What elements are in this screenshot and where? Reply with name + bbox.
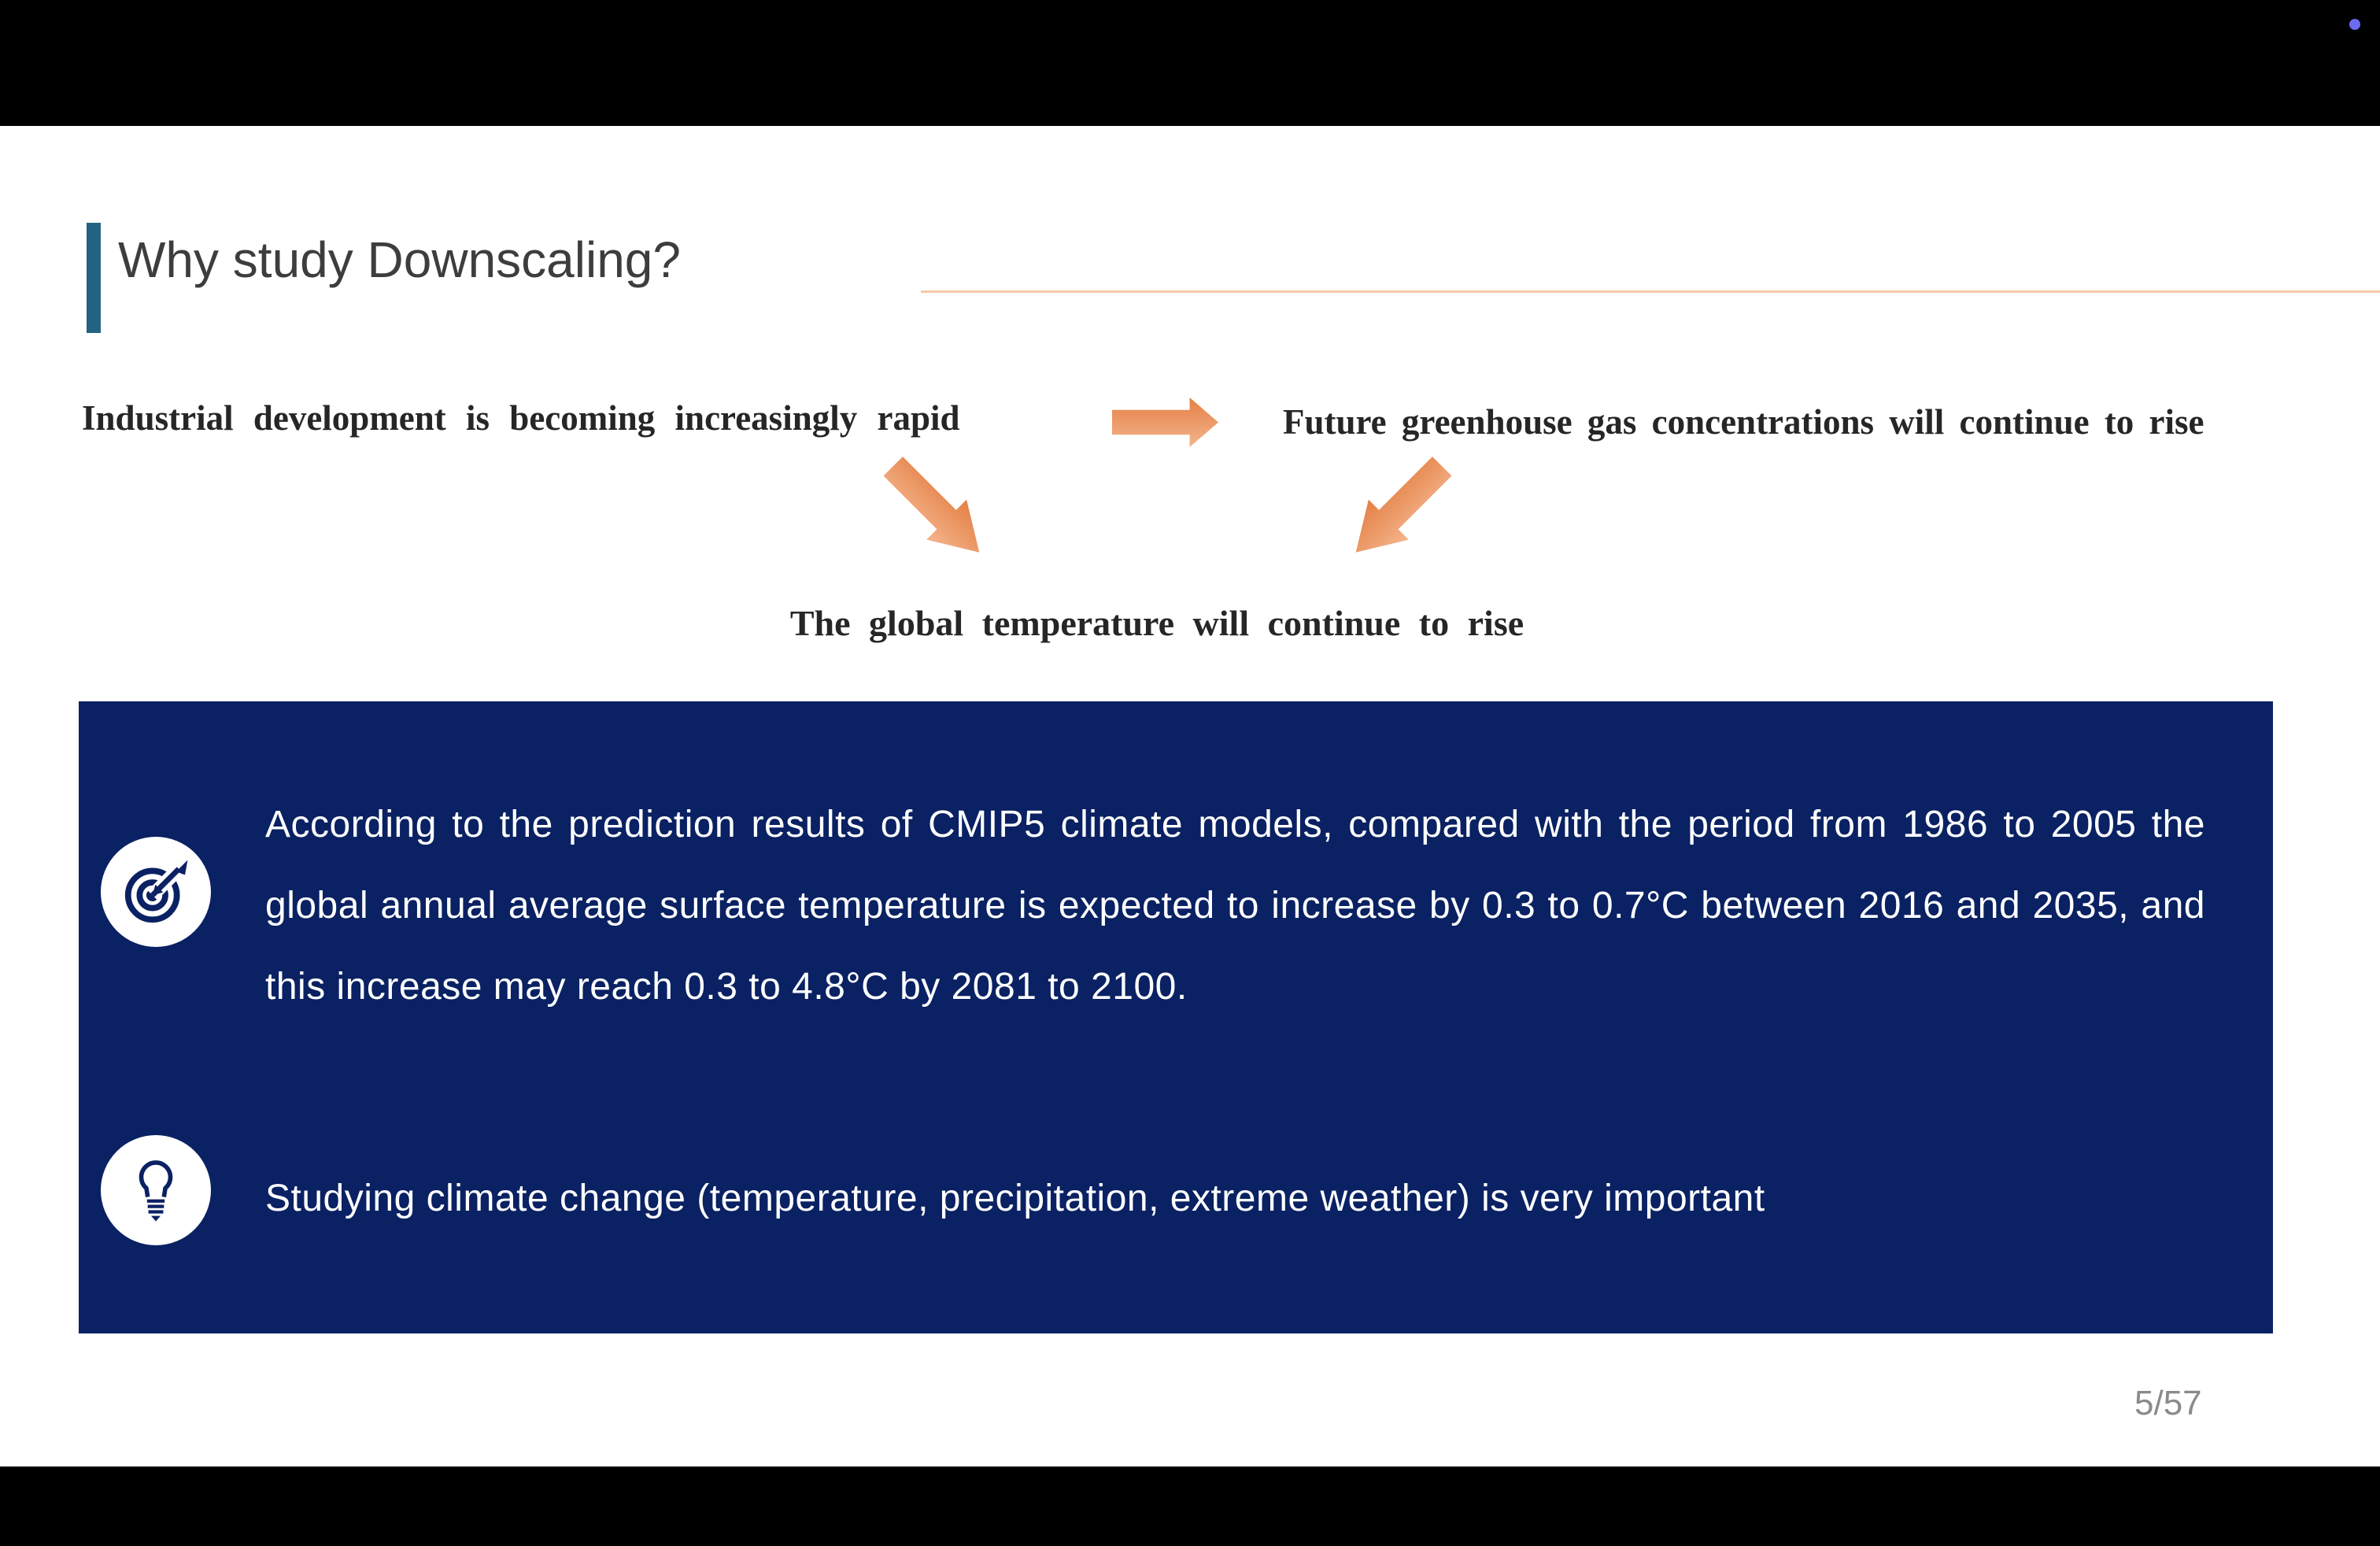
info-item-text: According to the prediction results of C… — [265, 804, 2205, 1008]
recording-status-dot — [2349, 19, 2360, 30]
flow-cause-text: Industrial development is becoming incre… — [82, 398, 960, 438]
letterbox-bottom — [0, 1466, 2380, 1546]
page-title: Why study Downscaling? — [118, 231, 681, 288]
down-right-arrow-icon — [873, 446, 1000, 573]
down-left-arrow-icon — [1336, 446, 1462, 573]
page-number: 5/57 — [2134, 1384, 2202, 1422]
title-accent-bar — [87, 223, 101, 333]
target-icon — [101, 837, 211, 947]
title-underline — [921, 290, 2380, 293]
info-box: According to the prediction results of C… — [79, 701, 2273, 1333]
info-item-text: Studying climate change (temperature, pr… — [265, 1178, 1765, 1219]
right-arrow-icon — [1112, 398, 1218, 447]
lightbulb-icon — [101, 1135, 211, 1245]
slide: Why study Downscaling? Industrial develo… — [0, 126, 2380, 1466]
flow-effect-text: Future greenhouse gas concentrations wil… — [1283, 402, 2204, 442]
flow-conclusion-text: The global temperature will continue to … — [789, 603, 1524, 643]
letterbox-top — [0, 0, 2380, 126]
